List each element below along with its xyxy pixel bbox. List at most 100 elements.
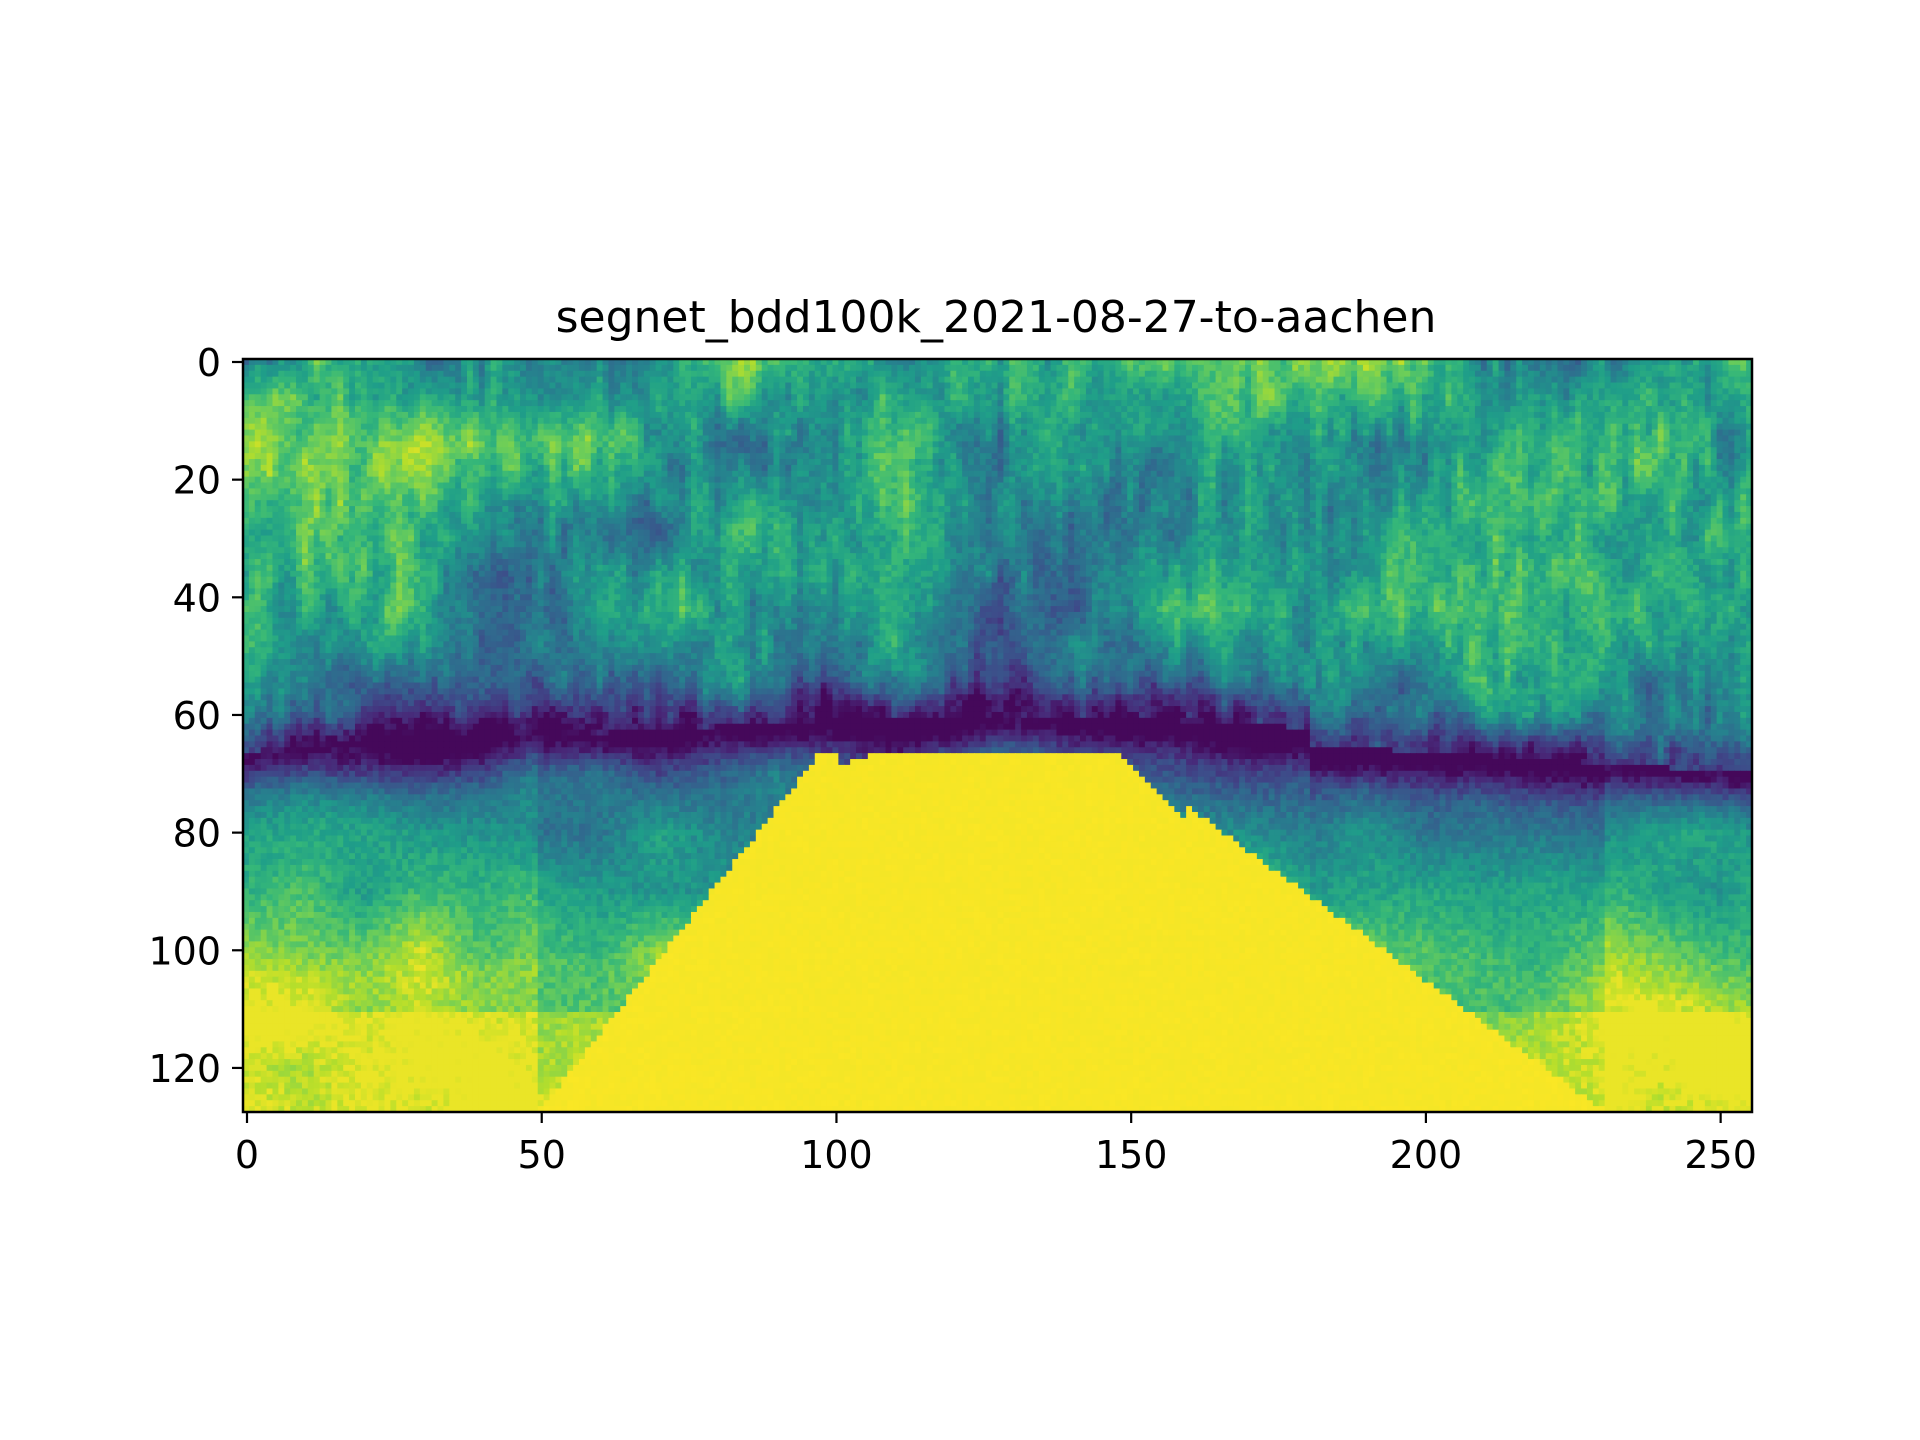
heatmap-cell xyxy=(1197,453,1205,460)
heatmap-cell xyxy=(502,382,509,390)
heatmap-cell xyxy=(1728,441,1735,448)
heatmap-cell xyxy=(349,376,356,384)
heatmap-cell xyxy=(567,394,574,401)
heatmap-cell xyxy=(1032,382,1040,390)
heatmap-cell xyxy=(1628,459,1635,466)
heatmap-cell xyxy=(349,429,356,437)
heatmap-cell xyxy=(962,364,969,372)
heatmap-cell xyxy=(1345,464,1352,472)
heatmap-cell xyxy=(549,459,557,466)
heatmap-cell xyxy=(1321,370,1329,378)
heatmap-cell xyxy=(991,423,999,431)
heatmap-cell xyxy=(313,411,321,419)
heatmap-cell xyxy=(1645,359,1653,366)
heatmap-cell xyxy=(408,453,415,460)
heatmap-cell xyxy=(1003,411,1010,419)
heatmap-cell xyxy=(1616,364,1623,372)
heatmap-cell xyxy=(891,435,898,442)
heatmap-cell xyxy=(655,429,663,437)
heatmap-cell xyxy=(614,447,621,454)
heatmap-cell xyxy=(325,411,333,419)
heatmap-cell xyxy=(366,447,374,454)
heatmap-cell xyxy=(1545,441,1553,448)
heatmap-cell xyxy=(1144,429,1152,437)
heatmap-cell xyxy=(1286,441,1293,448)
heatmap-cell xyxy=(1339,429,1346,437)
heatmap-cell xyxy=(1657,382,1665,390)
heatmap-cell xyxy=(573,423,580,431)
heatmap-cell xyxy=(1492,459,1500,466)
heatmap-cell xyxy=(1663,423,1671,431)
heatmap-cell xyxy=(1044,359,1052,366)
heatmap-cell xyxy=(808,388,816,395)
heatmap-cell xyxy=(643,394,651,401)
heatmap-cell xyxy=(1663,400,1671,407)
heatmap-cell xyxy=(1162,382,1170,390)
heatmap-cell xyxy=(1492,435,1500,442)
heatmap-cell xyxy=(1557,441,1564,448)
heatmap-cell xyxy=(1545,411,1553,419)
heatmap-cell xyxy=(1074,388,1081,395)
heatmap-cell xyxy=(920,376,928,384)
heatmap-cell xyxy=(696,400,704,407)
heatmap-cell xyxy=(1480,435,1488,442)
heatmap-cell xyxy=(1262,388,1270,395)
heatmap-cell xyxy=(950,370,957,378)
heatmap-cell xyxy=(885,376,892,384)
heatmap-cell xyxy=(643,417,651,425)
heatmap-cell xyxy=(484,435,492,442)
heatmap-cell xyxy=(343,364,350,372)
heatmap-cell xyxy=(720,453,727,460)
heatmap-cell xyxy=(838,394,845,401)
heatmap-cell xyxy=(649,406,657,413)
heatmap-cell xyxy=(626,382,633,390)
heatmap-cell xyxy=(366,388,374,395)
heatmap-cell xyxy=(1133,464,1140,472)
heatmap-cell xyxy=(1156,459,1164,466)
heatmap-cell xyxy=(461,435,468,442)
heatmap-cell xyxy=(1074,459,1081,466)
heatmap-cell xyxy=(1351,464,1358,472)
heatmap-cell xyxy=(1610,441,1618,448)
heatmap-cell xyxy=(1256,382,1264,390)
heatmap-cell xyxy=(1687,459,1694,466)
heatmap-cell xyxy=(1492,447,1500,454)
heatmap-cell xyxy=(744,453,751,460)
heatmap-cell xyxy=(1245,435,1252,442)
heatmap-cell xyxy=(1044,441,1052,448)
heatmap-cell xyxy=(785,429,792,437)
heatmap-cell xyxy=(932,459,940,466)
heatmap-cell xyxy=(850,388,857,395)
heatmap-cell xyxy=(396,464,403,472)
heatmap-cell xyxy=(260,359,268,366)
heatmap-cell xyxy=(360,453,368,460)
heatmap-cell xyxy=(520,364,527,372)
heatmap-cell xyxy=(455,382,462,390)
heatmap-cell xyxy=(920,447,928,454)
heatmap-cell xyxy=(1445,370,1452,378)
heatmap-cell xyxy=(714,376,722,384)
heatmap-cell xyxy=(472,447,480,454)
heatmap-cell xyxy=(1474,464,1482,472)
heatmap-cell xyxy=(1427,411,1435,419)
heatmap-cell xyxy=(1598,453,1606,460)
heatmap-cell xyxy=(1286,459,1293,466)
heatmap-cell xyxy=(1492,406,1500,413)
heatmap-cell xyxy=(1221,447,1228,454)
heatmap-cell xyxy=(802,423,810,431)
heatmap-cell xyxy=(1109,423,1116,431)
heatmap-cell xyxy=(1675,406,1682,413)
heatmap-cell xyxy=(1404,459,1411,466)
heatmap-cell xyxy=(325,459,333,466)
heatmap-cell xyxy=(637,441,645,448)
heatmap-cell xyxy=(1492,382,1500,390)
heatmap-cell xyxy=(1581,364,1588,372)
heatmap-cell xyxy=(1698,411,1706,419)
heatmap-cell xyxy=(1545,406,1553,413)
heatmap-cell xyxy=(248,453,256,460)
heatmap-cell xyxy=(838,364,845,372)
heatmap-cell xyxy=(355,447,362,454)
heatmap-cell xyxy=(1050,411,1058,419)
heatmap-cell xyxy=(1026,406,1034,413)
heatmap-cell xyxy=(1221,417,1228,425)
